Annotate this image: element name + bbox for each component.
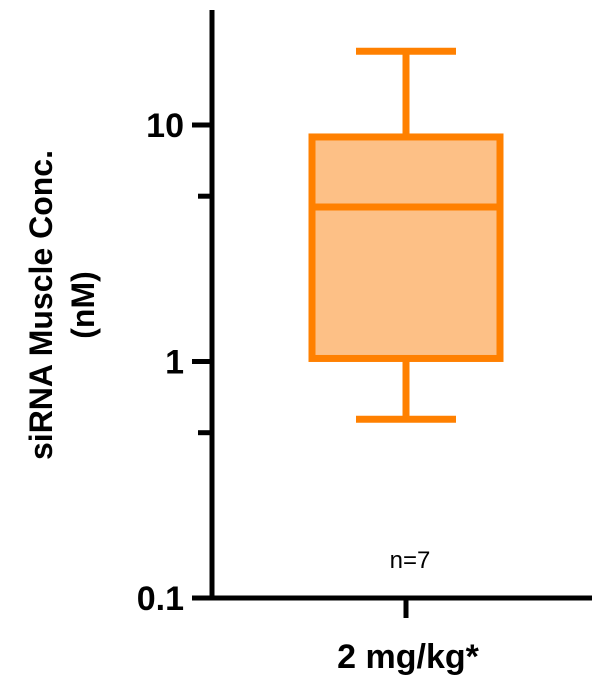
y-axis-title-line1: siRNA Muscle Conc.: [23, 150, 59, 460]
y-tick-label: 10: [146, 107, 184, 145]
y-tick-label: 1: [165, 344, 184, 382]
x-category-label: 2 mg/kg*: [337, 638, 479, 676]
y-axis-title: siRNA Muscle Conc. (nM): [23, 150, 101, 460]
y-ticks: 0.1 1 10: [137, 107, 212, 618]
iqr-box: [308, 133, 504, 362]
sample-size-annotation: n=7: [390, 547, 431, 574]
axes: [209, 10, 592, 601]
x-categories: 2 mg/kg*: [337, 598, 480, 676]
y-axis-title-line2: (nM): [65, 271, 101, 339]
boxes: n=7: [308, 47, 504, 574]
y-tick-label: 0.1: [137, 580, 184, 618]
box-0: n=7: [308, 47, 504, 574]
